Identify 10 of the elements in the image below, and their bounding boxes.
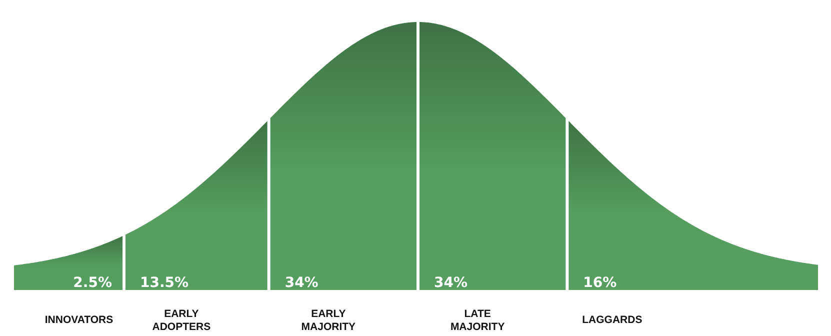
- category-label: LAGGARDS: [582, 314, 642, 326]
- data-label: 34%: [284, 275, 318, 291]
- category-label: EARLY MAJORITY: [301, 308, 356, 333]
- category-label: EARLY ADOPTERS: [152, 308, 211, 333]
- category-label: LATE MAJORITY: [450, 308, 505, 333]
- category-label: INNOVATORS: [44, 314, 114, 326]
- data-label: 16%: [583, 275, 617, 291]
- data-label: 2.5%: [73, 275, 112, 291]
- data-label: 13.5%: [140, 275, 189, 291]
- data-label: 34%: [434, 275, 468, 291]
